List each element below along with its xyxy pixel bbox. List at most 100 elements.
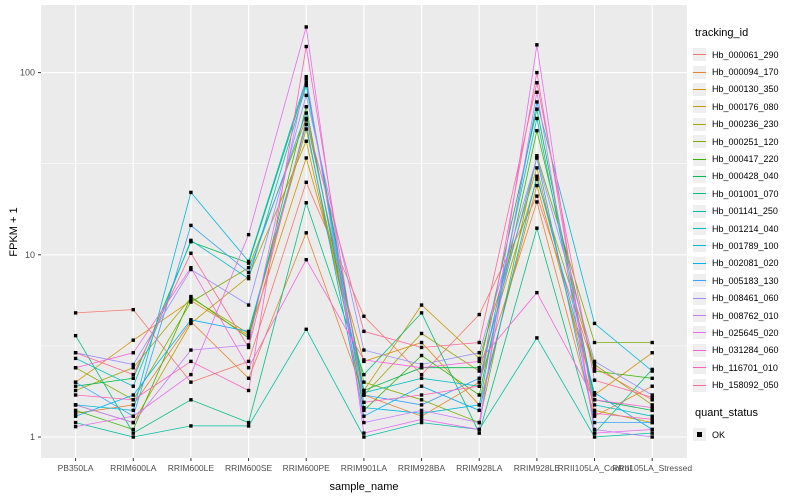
legend-item: Hb_031284_060 — [693, 342, 799, 359]
legend-key-box — [693, 48, 706, 62]
legend-key-box — [693, 187, 706, 201]
data-point — [535, 100, 539, 104]
data-point — [419, 411, 424, 415]
series-color-line-icon — [693, 123, 706, 125]
data-point — [362, 314, 366, 318]
data-point — [304, 156, 308, 160]
data-point — [246, 424, 251, 428]
legend-shape-items: OK — [693, 426, 799, 443]
x-tick-label: RRIM600LA — [110, 463, 157, 473]
legend-item-label: Hb_000417_220 — [712, 154, 779, 165]
data-point — [189, 190, 193, 195]
data-point — [246, 270, 251, 275]
data-point — [535, 200, 539, 204]
data-point — [650, 414, 654, 418]
data-point — [189, 265, 193, 270]
legend-item-label: Hb_002081_020 — [712, 258, 779, 269]
data-point — [246, 265, 251, 270]
data-point — [73, 424, 78, 429]
data-point — [592, 403, 597, 407]
data-point — [304, 77, 308, 81]
data-point — [131, 338, 135, 342]
data-point — [73, 311, 78, 315]
data-point — [419, 398, 424, 402]
data-point — [362, 431, 366, 435]
data-point — [189, 398, 193, 402]
data-point — [477, 427, 481, 432]
data-point — [419, 376, 424, 380]
data-point — [477, 403, 481, 407]
data-point — [650, 420, 654, 425]
data-point — [304, 83, 308, 88]
legend-key-box — [693, 204, 706, 218]
data-point — [246, 259, 251, 264]
legend-item: Hb_000417_220 — [693, 150, 799, 167]
x-tick-label: PB350LA — [58, 463, 94, 473]
legend-item: Hb_001214_040 — [693, 220, 799, 237]
data-point — [650, 417, 654, 422]
x-tick-label: RRIM600LE — [168, 463, 215, 473]
data-point — [189, 359, 193, 364]
legend-color-items: Hb_000061_290 Hb_000094_170 Hb_000130_350 H… — [693, 46, 799, 394]
data-point — [362, 388, 366, 393]
data-point — [362, 348, 366, 352]
data-point — [246, 388, 251, 393]
y-tick-label: 1 — [30, 432, 35, 442]
data-point — [304, 201, 308, 205]
data-point — [650, 403, 654, 407]
data-point — [73, 388, 78, 393]
legend-key-box — [693, 361, 706, 375]
data-point — [535, 183, 539, 188]
x-tick-label: RRIM928LA — [456, 463, 503, 473]
data-point — [592, 340, 597, 345]
legend-key-box — [693, 135, 706, 149]
y-axis-title: FPKM + 1 — [8, 207, 20, 257]
data-point — [650, 435, 654, 439]
data-point — [304, 127, 308, 131]
data-point — [246, 274, 251, 279]
data-point — [477, 369, 481, 373]
legend-item: Hb_000130_350 — [693, 81, 799, 98]
data-point — [592, 408, 597, 413]
legend-item: Hb_008461_060 — [693, 289, 799, 306]
series-color-line-icon — [693, 315, 706, 317]
legend-title-quant-status: quant_status — [695, 406, 758, 419]
data-point — [304, 231, 308, 235]
series-color-line-icon — [693, 141, 706, 143]
data-point — [362, 435, 366, 439]
legend-key-box — [693, 152, 706, 166]
data-point — [650, 351, 654, 355]
series-color-line-icon — [693, 367, 706, 369]
legend-item-label: Hb_158092_050 — [712, 380, 779, 391]
data-point — [419, 417, 424, 422]
x-tick-label: RRIM928LE — [514, 463, 561, 473]
data-point — [304, 180, 308, 184]
series-color-line-icon — [693, 54, 706, 56]
series-color-line-icon — [693, 384, 706, 386]
data-point — [189, 380, 193, 384]
data-point — [592, 398, 597, 402]
data-point — [592, 362, 597, 367]
data-point — [535, 153, 539, 158]
series-color-line-icon — [693, 175, 706, 177]
data-point — [189, 319, 193, 324]
data-point — [592, 420, 597, 425]
series-color-line-icon — [693, 71, 706, 73]
series-color-line-icon — [693, 228, 706, 230]
data-point — [650, 340, 654, 345]
data-point — [246, 345, 251, 350]
legend-item-label: Hb_005183_130 — [712, 275, 779, 286]
data-point — [362, 400, 366, 405]
legend-key-box — [693, 239, 706, 253]
legend-item-label: Hb_001001_070 — [712, 188, 779, 199]
data-point — [535, 194, 539, 198]
data-point — [419, 345, 424, 350]
data-point — [131, 366, 135, 370]
series-color-line-icon — [693, 349, 706, 351]
data-point — [246, 276, 251, 281]
legend-item: Hb_000236_230 — [693, 116, 799, 133]
legend-key-box — [693, 326, 706, 340]
data-point — [131, 435, 135, 439]
legend-item: Hb_116701_010 — [693, 359, 799, 376]
